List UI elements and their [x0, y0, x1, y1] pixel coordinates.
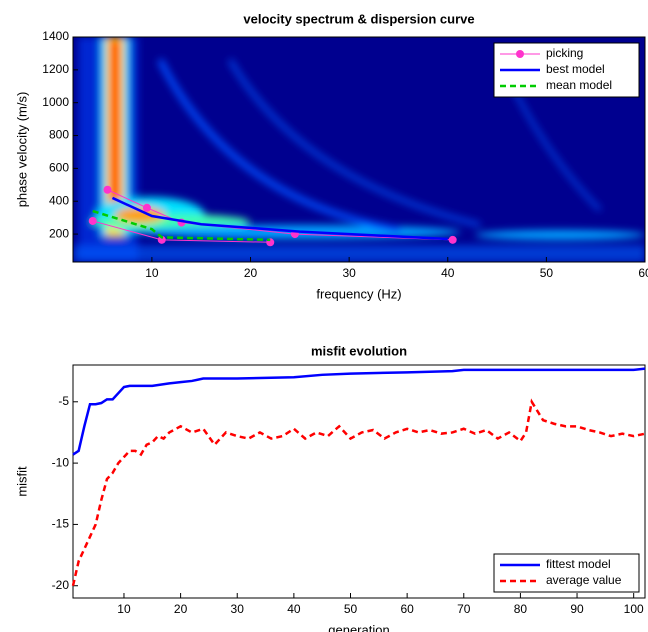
- x-tick-label: 20: [174, 602, 188, 616]
- legend-label: fittest model: [546, 557, 611, 571]
- x-tick-label: 40: [287, 602, 301, 616]
- y-tick-label: 600: [49, 161, 69, 175]
- y-tick-label: 200: [49, 226, 69, 240]
- series-marker: [88, 216, 97, 225]
- series-line: [72, 367, 646, 456]
- series-marker: [103, 185, 112, 194]
- y-axis-label: phase velocity (m/s): [14, 92, 29, 208]
- x-tick-label: 10: [117, 602, 131, 616]
- y-tick-label: 1400: [42, 29, 69, 43]
- series-line: [111, 196, 448, 241]
- y-tick-label: 1200: [42, 62, 69, 76]
- y-axis-label: misfit: [14, 466, 29, 497]
- x-axis-label: generation: [328, 622, 389, 632]
- legend-label: average value: [546, 573, 622, 587]
- x-tick-label: 30: [231, 602, 245, 616]
- series-line: [92, 209, 271, 242]
- x-tick-label: 30: [342, 266, 356, 280]
- y-tick-label: 400: [49, 193, 69, 207]
- x-tick-label: 50: [344, 602, 358, 616]
- x-tick-label: 20: [244, 266, 258, 280]
- y-tick-label: 1000: [42, 95, 69, 109]
- plot-frame: [72, 364, 646, 599]
- plot-frame: [72, 36, 646, 263]
- y-tick-label: -10: [52, 455, 70, 469]
- chart-title: misfit evolution: [311, 343, 407, 358]
- x-tick-label: 90: [570, 602, 584, 616]
- x-tick-label: 10: [145, 266, 159, 280]
- y-tick-label: 800: [49, 128, 69, 142]
- x-tick-label: 60: [638, 266, 648, 280]
- series-marker: [142, 203, 151, 212]
- x-tick-label: 50: [540, 266, 554, 280]
- x-axis-label: frequency (Hz): [316, 286, 401, 301]
- y-tick-label: -15: [52, 517, 70, 531]
- series-marker: [157, 235, 166, 244]
- series-marker: [448, 235, 457, 244]
- legend-label: best model: [546, 62, 605, 76]
- legend-box: [493, 553, 640, 593]
- legend-label: picking: [546, 46, 583, 60]
- x-tick-label: 80: [514, 602, 528, 616]
- y-tick-label: -5: [58, 394, 69, 408]
- chart-title: velocity spectrum & dispersion curve: [243, 11, 474, 26]
- x-tick-label: 40: [441, 266, 455, 280]
- x-tick-label: 70: [457, 602, 471, 616]
- x-tick-label: 100: [624, 602, 644, 616]
- series-line: [71, 398, 646, 587]
- legend-label: mean model: [546, 78, 612, 92]
- legend-marker: [516, 50, 524, 58]
- x-tick-label: 60: [400, 602, 414, 616]
- y-tick-label: -20: [52, 578, 70, 592]
